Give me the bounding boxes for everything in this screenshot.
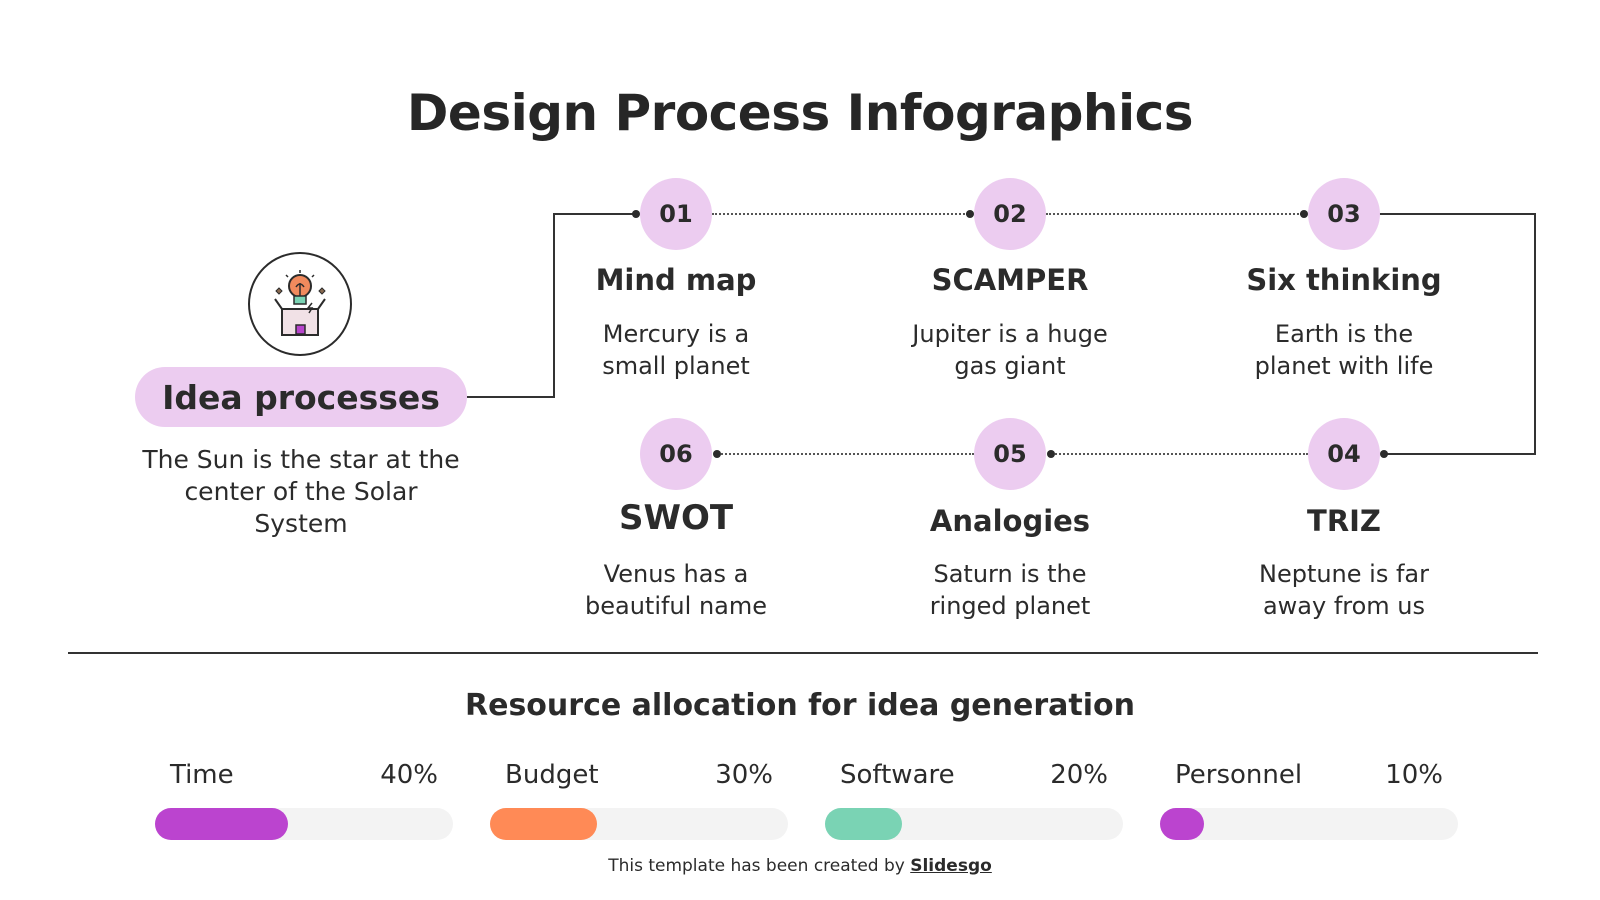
- dotted-connector-05-06: [718, 453, 974, 455]
- connector-to-01: [553, 213, 637, 215]
- idea-description: The Sun is the star at the center of the…: [142, 445, 460, 538]
- step-node-01: 01: [640, 178, 712, 250]
- connector-to-04: [1385, 453, 1536, 455]
- idea-processes-label: Idea processes: [135, 367, 467, 427]
- resource-percent: 10%: [1385, 760, 1443, 790]
- step-title-03: Six thinking: [1246, 263, 1442, 297]
- slidesgo-link[interactable]: Slidesgo: [910, 856, 992, 876]
- progress-track: [155, 808, 453, 840]
- step-desc-03: Earth is the planet with life: [1254, 320, 1434, 380]
- page-title: Design Process Infographics: [406, 84, 1194, 142]
- step-desc-04: Neptune is far away from us: [1258, 560, 1429, 620]
- step-title-06: SWOT: [618, 498, 734, 538]
- resource-label: Time: [170, 760, 234, 790]
- resource-label: Software: [840, 760, 955, 790]
- step-node-03: 03: [1308, 178, 1380, 250]
- resource-time: Time 40%: [155, 760, 453, 840]
- progress-track: [1160, 808, 1458, 840]
- footer-text: This template has been created by: [608, 856, 911, 876]
- connector-03-right: [1378, 213, 1536, 215]
- step-title-02: SCAMPER: [931, 263, 1089, 297]
- progress-fill: [155, 808, 288, 840]
- connector-dot: [966, 210, 974, 218]
- lightbulb-box-icon: [248, 252, 352, 356]
- resource-personnel: Personnel 10%: [1160, 760, 1458, 840]
- resource-percent: 40%: [380, 760, 438, 790]
- resource-label: Budget: [505, 760, 599, 790]
- progress-track: [490, 808, 788, 840]
- connector-dot: [1300, 210, 1308, 218]
- resource-software: Software 20%: [825, 760, 1123, 840]
- dotted-connector-01-02: [712, 213, 968, 215]
- dotted-connector-02-03: [1046, 213, 1302, 215]
- step-desc-06: Venus has a beautiful name: [584, 560, 767, 620]
- progress-fill: [1160, 808, 1204, 840]
- step-desc-05: Saturn is the ringed planet: [929, 560, 1091, 620]
- progress-track: [825, 808, 1123, 840]
- connector-dot: [632, 210, 640, 218]
- resource-percent: 30%: [715, 760, 773, 790]
- footer-credit: This template has been created by Slides…: [0, 856, 1600, 876]
- connector-idea-horizontal: [467, 396, 555, 398]
- step-title-05: Analogies: [929, 504, 1091, 538]
- step-desc-02: Jupiter is a huge gas giant: [912, 320, 1108, 380]
- section-divider: [68, 652, 1538, 654]
- resource-label: Personnel: [1175, 760, 1303, 790]
- step-node-05: 05: [974, 418, 1046, 490]
- step-title-04: TRIZ: [1307, 504, 1381, 538]
- connector-dot: [1380, 450, 1388, 458]
- resource-budget: Budget 30%: [490, 760, 788, 840]
- step-desc-01: Mercury is a small planet: [602, 320, 750, 380]
- connector-dot: [1047, 450, 1055, 458]
- connector-idea-vertical: [553, 213, 555, 398]
- resource-section-title: Resource allocation for idea generation: [465, 688, 1135, 723]
- connector-dot: [713, 450, 721, 458]
- progress-fill: [490, 808, 597, 840]
- step-node-02: 02: [974, 178, 1046, 250]
- resource-percent: 20%: [1050, 760, 1108, 790]
- connector-right-vertical: [1534, 213, 1536, 455]
- step-title-01: Mind map: [595, 263, 757, 297]
- step-node-06: 06: [640, 418, 712, 490]
- dotted-connector-04-05: [1052, 453, 1308, 455]
- step-node-04: 04: [1308, 418, 1380, 490]
- progress-fill: [825, 808, 902, 840]
